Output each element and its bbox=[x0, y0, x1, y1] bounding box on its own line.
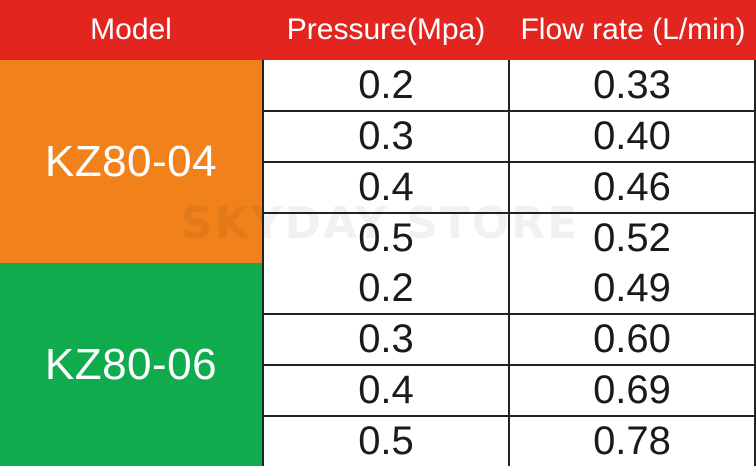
table-row: 0.4 0.46 bbox=[262, 161, 756, 212]
table-row: 0.2 0.33 bbox=[262, 60, 756, 110]
pressure-cell: 0.3 bbox=[262, 112, 510, 161]
flow-cell: 0.40 bbox=[510, 112, 756, 161]
model-cell: KZ80-04 bbox=[0, 60, 262, 263]
flow-cell: 0.60 bbox=[510, 315, 756, 364]
pressure-cell: 0.5 bbox=[262, 214, 510, 263]
flow-cell: 0.78 bbox=[510, 417, 756, 466]
pressure-cell: 0.3 bbox=[262, 315, 510, 364]
table-row: 0.5 0.52 bbox=[262, 212, 756, 263]
header-model: Model bbox=[90, 13, 172, 46]
table-row: 0.3 0.60 bbox=[262, 313, 756, 364]
pressure-cell: 0.2 bbox=[262, 263, 510, 313]
model-cell: KZ80-06 bbox=[0, 263, 262, 466]
group-rows: 0.2 0.33 0.3 0.40 0.4 0.46 0.5 0.52 bbox=[262, 60, 756, 263]
group-rows: 0.2 0.49 0.3 0.60 0.4 0.69 0.5 0.78 bbox=[262, 263, 756, 466]
flow-cell: 0.33 bbox=[510, 60, 756, 110]
flow-cell: 0.69 bbox=[510, 366, 756, 415]
pressure-cell: 0.4 bbox=[262, 163, 510, 212]
flow-cell: 0.49 bbox=[510, 263, 756, 313]
table-row: 0.5 0.78 bbox=[262, 415, 756, 466]
table-row: 0.2 0.49 bbox=[262, 263, 756, 313]
header-pressure: Pressure(Mpa) bbox=[286, 13, 486, 46]
group-kz80-04: KZ80-04 0.2 0.33 0.3 0.40 0.4 0.46 0.5 0… bbox=[0, 60, 756, 263]
table-row: 0.4 0.69 bbox=[262, 364, 756, 415]
table-header: Model Pressure(Mpa) Flow rate (L/min) bbox=[0, 0, 756, 60]
header-flow-rate: Flow rate (L/min) bbox=[520, 13, 746, 46]
pressure-cell: 0.4 bbox=[262, 366, 510, 415]
pressure-cell: 0.2 bbox=[262, 60, 510, 110]
group-kz80-06: KZ80-06 0.2 0.49 0.3 0.60 0.4 0.69 0.5 0… bbox=[0, 263, 756, 466]
table-row: 0.3 0.40 bbox=[262, 110, 756, 161]
flow-cell: 0.46 bbox=[510, 163, 756, 212]
flow-cell: 0.52 bbox=[510, 214, 756, 263]
pressure-cell: 0.5 bbox=[262, 417, 510, 466]
